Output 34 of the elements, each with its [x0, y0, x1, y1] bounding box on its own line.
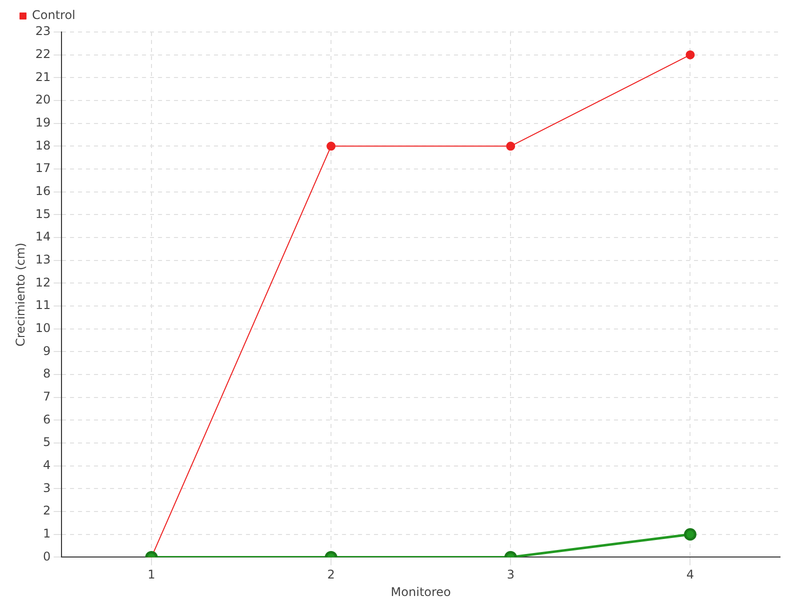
point — [326, 142, 336, 151]
y-tick-label: 6 — [43, 412, 51, 426]
y-tick-label: 18 — [35, 138, 51, 152]
y-tick-label: 13 — [35, 252, 51, 266]
y-tick-label: 8 — [43, 366, 51, 381]
y-tick-label: 20 — [35, 92, 51, 107]
y-tick-label: 5 — [43, 435, 51, 450]
y-tick-label: 16 — [35, 184, 51, 198]
y-tick-label: 21 — [35, 70, 51, 84]
x-tick-label: 4 — [686, 568, 694, 582]
x-axis-title: Monitoreo — [390, 584, 451, 599]
y-tick-label: 0 — [43, 549, 51, 564]
y-tick-label: 14 — [35, 230, 51, 244]
y-tick-label: 22 — [35, 46, 51, 61]
x-tick-label: 3 — [506, 568, 514, 582]
y-tick-label: 3 — [43, 480, 51, 495]
y-tick-label: 23 — [35, 24, 51, 38]
y-tick-label: 1 — [43, 526, 51, 540]
y-tick-label: 15 — [35, 206, 51, 221]
y-tick-label: 19 — [35, 115, 51, 130]
y-tick-label: 10 — [35, 320, 51, 335]
x-tick-label: 2 — [327, 568, 335, 582]
y-tick-label: 17 — [35, 161, 51, 176]
legend-label: Control — [32, 8, 76, 22]
y-tick-label: 4 — [43, 458, 51, 472]
y-tick-label: 12 — [35, 275, 51, 290]
point — [686, 50, 695, 60]
y-axis-title: Crecimiento (cm) — [13, 242, 28, 347]
y-tick-label: 9 — [43, 344, 51, 358]
y-tick-label: 7 — [43, 389, 51, 404]
point — [506, 142, 516, 151]
y-tick-label: 11 — [35, 298, 51, 312]
y-tick-label: 2 — [43, 504, 51, 518]
x-tick-label: 1 — [148, 568, 156, 582]
